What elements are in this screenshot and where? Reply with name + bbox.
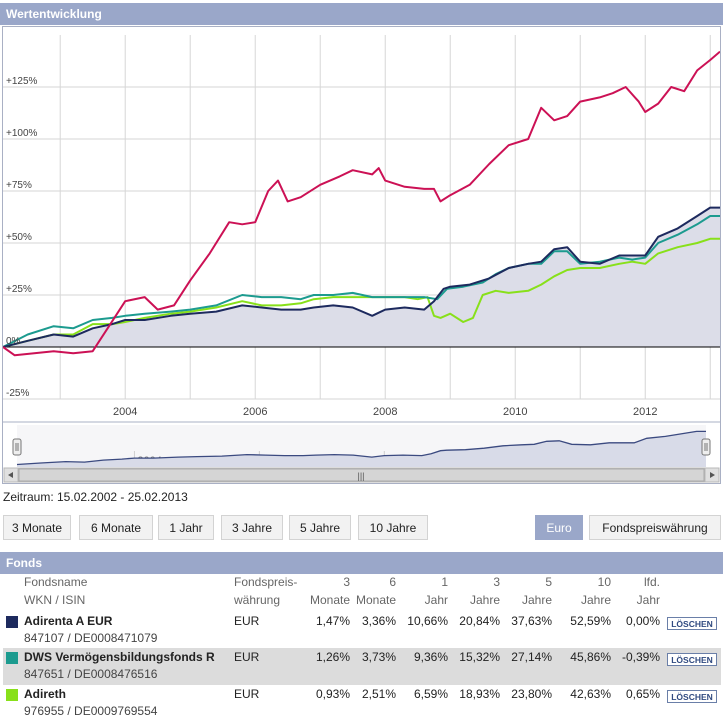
- fund-performance-value: 0,93%: [315, 687, 350, 701]
- col-period-2-line-1: Jahr: [424, 593, 448, 607]
- x-tick-label: 2010: [503, 406, 527, 418]
- col-period-5-line-0: 10: [597, 575, 611, 589]
- fund-performance-value: 45,86%: [570, 650, 611, 664]
- x-tick-label: 2006: [243, 406, 267, 418]
- fund-performance-value: 0,00%: [625, 614, 660, 628]
- fund-name[interactable]: Adireth: [24, 687, 66, 701]
- delete-button[interactable]: LÖSCHEN: [667, 690, 717, 703]
- col-period-5-line-1: Jahre: [580, 593, 611, 607]
- x-tick-label: 2008: [373, 406, 397, 418]
- currency-fund-button[interactable]: Fondspreiswährung: [589, 515, 721, 540]
- series-area: [3, 207, 720, 347]
- fund-performance-value: 18,93%: [459, 687, 500, 701]
- col-period-0-line-1: Monate: [309, 593, 350, 607]
- fund-codes: 847651 / DE0008476516: [24, 667, 158, 681]
- series-color-swatch: [6, 616, 18, 628]
- fund-performance-value: 1,47%: [315, 614, 350, 628]
- scrollbar-grip: |||: [357, 471, 364, 481]
- col-period-1-line-1: Monate: [355, 593, 396, 607]
- col-wkn-isin: WKN / ISIN: [24, 593, 86, 607]
- y-tick-label: -25%: [6, 388, 29, 399]
- table-row: Adireth 976955 / DE0009769554 EUR 0,93% 2,51…: [3, 685, 721, 722]
- fund-currency: EUR: [234, 614, 260, 628]
- x-tick-label: 2012: [633, 406, 657, 418]
- fund-performance-value: 6,59%: [413, 687, 448, 701]
- currency-euro-button[interactable]: Euro: [535, 515, 583, 540]
- fund-currency: EUR: [234, 687, 260, 701]
- fund-performance-value: 20,84%: [459, 614, 500, 628]
- fund-performance-value: 3,36%: [361, 614, 396, 628]
- col-period-1-line-0: 6: [389, 575, 396, 589]
- fund-performance-value: 27,14%: [511, 650, 552, 664]
- chart-frame[interactable]: -25% 0% +25% +50% +75% +100% +125% 2004 2006 2008…: [2, 26, 721, 484]
- col-period-3-line-1: Jahre: [469, 593, 500, 607]
- y-tick-label: +25%: [6, 284, 32, 295]
- y-tick-label: +75%: [6, 180, 32, 191]
- delete-button[interactable]: LÖSCHEN: [667, 617, 717, 630]
- series-line: [3, 215, 720, 348]
- col-period-3-line-0: 3: [493, 575, 500, 589]
- fund-performance-value: -0,39%: [621, 650, 660, 664]
- range-10-years-button[interactable]: 10 Jahre: [358, 515, 428, 540]
- navigator-area: [17, 431, 706, 467]
- navigator-line: [16, 430, 706, 466]
- x-tick-label: 2004: [113, 406, 137, 418]
- scrollbar-thumb[interactable]: [18, 468, 705, 482]
- series-line: [3, 50, 720, 357]
- fund-currency: EUR: [234, 650, 260, 664]
- col-period-6-line-0: lfd.: [643, 575, 660, 589]
- fund-performance-value: 0,65%: [625, 687, 660, 701]
- chart-title-bar: Wertentwicklung: [0, 3, 723, 25]
- table-row: Adirenta A EUR 847107 / DE0008471079 EUR 1,…: [3, 612, 721, 649]
- col-fondsname: Fondsname: [24, 575, 88, 589]
- fund-performance-value: 9,36%: [413, 650, 448, 664]
- range-6-months-button[interactable]: 6 Monate: [79, 515, 153, 540]
- performance-chart[interactable]: -25% 0% +25% +50% +75% +100% +125% 2004 2006 2008…: [3, 27, 720, 483]
- fund-performance-value: 42,63%: [570, 687, 611, 701]
- fund-codes: 847107 / DE0008471079: [24, 631, 158, 645]
- navigator-left-handle[interactable]: [12, 438, 22, 456]
- col-currency-1: Fondspreis-: [234, 575, 298, 589]
- delete-button[interactable]: LÖSCHEN: [667, 653, 717, 666]
- col-period-4-line-0: 5: [545, 575, 552, 589]
- col-period-4-line-1: Jahre: [521, 593, 552, 607]
- scroll-right-arrow-icon: [710, 472, 715, 478]
- fund-performance-value: 10,66%: [407, 614, 448, 628]
- col-currency-2: währung: [234, 593, 281, 607]
- fund-performance-value: 23,80%: [511, 687, 552, 701]
- range-1-year-button[interactable]: 1 Jahr: [158, 515, 214, 540]
- y-tick-label: +100%: [6, 128, 38, 139]
- period-label: Zeitraum: 15.02.2002 - 25.02.2013: [3, 490, 188, 504]
- fund-performance-value: 2,51%: [361, 687, 396, 701]
- fund-performance-value: 37,63%: [511, 614, 552, 628]
- fund-codes: 976955 / DE0009769554: [24, 704, 158, 718]
- range-3-years-button[interactable]: 3 Jahre: [221, 515, 283, 540]
- col-period-2-line-0: 1: [441, 575, 448, 589]
- fund-performance-value: 3,73%: [361, 650, 396, 664]
- fund-name[interactable]: Adirenta A EUR: [24, 614, 113, 628]
- series-color-swatch: [6, 652, 18, 664]
- fund-performance-value: 15,32%: [459, 650, 500, 664]
- fonds-header-bar: Fonds: [0, 552, 723, 574]
- series-line: [3, 206, 720, 348]
- scroll-left-arrow-icon: [8, 472, 13, 478]
- table-row: DWS Vermögensbildungsfonds R 847651 / DE0…: [3, 648, 721, 685]
- navigator-right-handle[interactable]: [701, 438, 711, 456]
- y-tick-label: +50%: [6, 232, 32, 243]
- fund-performance-value: 1,26%: [315, 650, 350, 664]
- fund-performance-value: 52,59%: [570, 614, 611, 628]
- y-tick-label: +125%: [6, 76, 38, 87]
- fund-name[interactable]: DWS Vermögensbildungsfonds R: [24, 650, 215, 664]
- series-color-swatch: [6, 689, 18, 701]
- col-period-0-line-0: 3: [343, 575, 350, 589]
- y-tick-label: 0%: [6, 336, 21, 347]
- range-3-months-button[interactable]: 3 Monate: [3, 515, 71, 540]
- col-period-6-line-1: Jahr: [636, 593, 660, 607]
- range-5-years-button[interactable]: 5 Jahre: [289, 515, 351, 540]
